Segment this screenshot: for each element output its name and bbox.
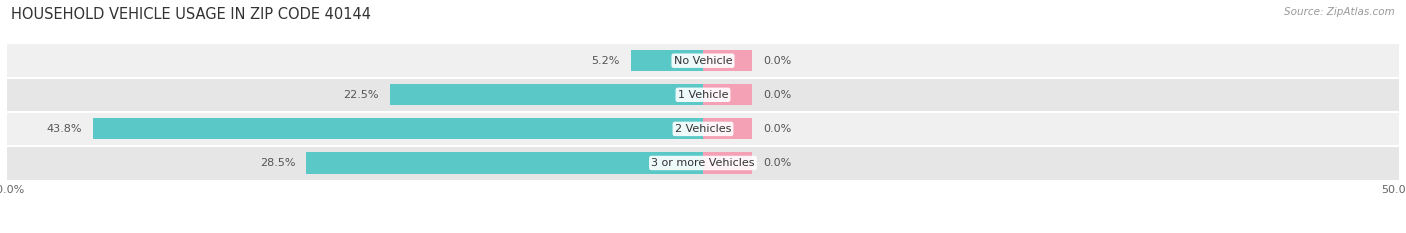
Bar xyxy=(703,152,752,174)
Text: No Vehicle: No Vehicle xyxy=(673,56,733,66)
Bar xyxy=(7,78,1399,112)
Text: 0.0%: 0.0% xyxy=(763,124,792,134)
Text: 0.0%: 0.0% xyxy=(763,56,792,66)
Bar xyxy=(703,118,752,140)
Text: 22.5%: 22.5% xyxy=(343,90,378,100)
Text: 1 Vehicle: 1 Vehicle xyxy=(678,90,728,100)
Text: 3 or more Vehicles: 3 or more Vehicles xyxy=(651,158,755,168)
Text: HOUSEHOLD VEHICLE USAGE IN ZIP CODE 40144: HOUSEHOLD VEHICLE USAGE IN ZIP CODE 4014… xyxy=(11,7,371,22)
Text: 0.0%: 0.0% xyxy=(763,158,792,168)
Text: 28.5%: 28.5% xyxy=(260,158,295,168)
Bar xyxy=(7,146,1399,180)
Text: 0.0%: 0.0% xyxy=(763,90,792,100)
Bar xyxy=(703,50,752,71)
Bar xyxy=(93,118,703,140)
Bar xyxy=(7,112,1399,146)
Text: 2 Vehicles: 2 Vehicles xyxy=(675,124,731,134)
Text: 43.8%: 43.8% xyxy=(46,124,82,134)
Bar xyxy=(389,84,703,105)
Bar xyxy=(703,84,752,105)
Bar xyxy=(631,50,703,71)
Bar xyxy=(7,44,1399,78)
Legend: Owner-occupied, Renter-occupied: Owner-occupied, Renter-occupied xyxy=(588,230,818,233)
Text: Source: ZipAtlas.com: Source: ZipAtlas.com xyxy=(1284,7,1395,17)
Bar xyxy=(307,152,703,174)
Text: 5.2%: 5.2% xyxy=(591,56,620,66)
